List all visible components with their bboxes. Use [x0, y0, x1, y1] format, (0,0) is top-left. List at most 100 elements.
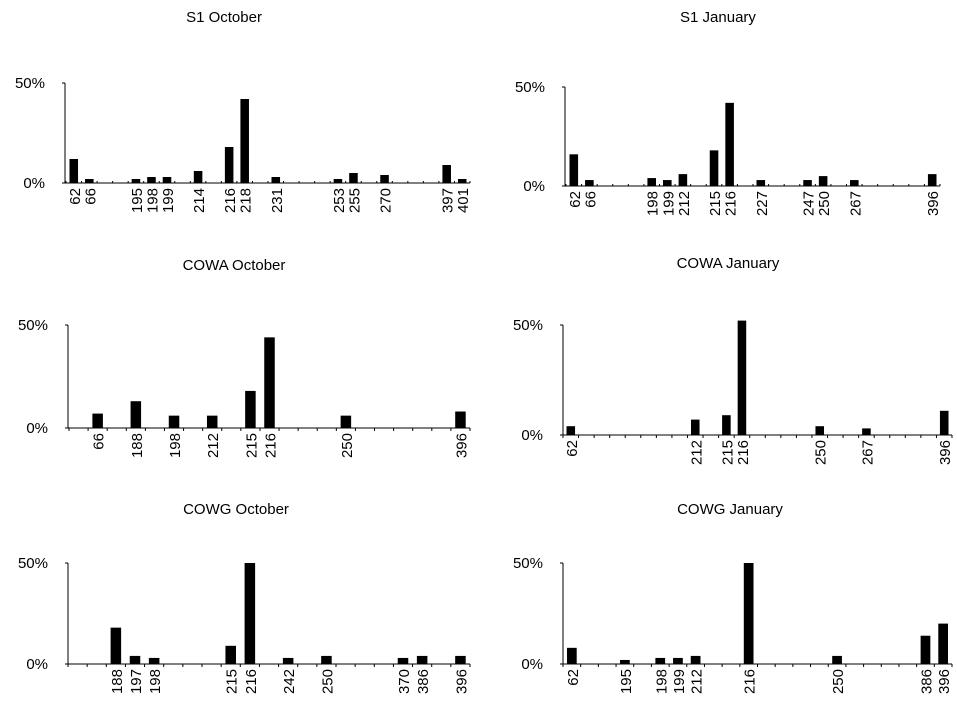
x-tick-label: 199	[660, 191, 677, 216]
bar	[803, 180, 812, 186]
y-tick-label: 50%	[15, 75, 45, 92]
x-tick-label: 386	[415, 669, 432, 694]
bar	[832, 655, 842, 664]
x-tick-label: 212	[689, 669, 706, 694]
bar	[743, 563, 754, 664]
bar	[282, 657, 294, 664]
bar	[162, 177, 172, 183]
bar	[442, 165, 451, 183]
x-tick-label: 270	[378, 188, 395, 213]
x-tick-label: 215	[719, 440, 736, 465]
y-tick-label: 0%	[26, 656, 48, 673]
x-tick-label: 62	[564, 440, 581, 457]
bar	[737, 320, 747, 435]
x-tick-label: 250	[319, 669, 336, 694]
y-tick-label: 0%	[521, 427, 543, 444]
x-tick-label: 199	[160, 188, 177, 213]
x-tick-label: 396	[453, 433, 470, 458]
bar	[416, 655, 428, 664]
bar	[690, 419, 700, 435]
bar	[225, 645, 236, 664]
bar	[245, 390, 256, 428]
x-tick-label: 62	[67, 188, 84, 205]
x-tick-label: 242	[281, 669, 298, 694]
bar	[147, 177, 156, 183]
x-tick-label: 195	[129, 188, 146, 213]
x-tick-label: 199	[671, 669, 688, 694]
x-tick-label: 215	[243, 433, 260, 458]
x-tick-label: 370	[396, 669, 413, 694]
x-tick-label: 215	[707, 191, 724, 216]
bar	[380, 175, 389, 183]
x-tick-label: 212	[676, 191, 693, 216]
bar	[457, 179, 467, 183]
x-tick-label: 397	[440, 188, 457, 213]
x-tick-label: 197	[128, 669, 145, 694]
chart-title: COWA January	[677, 255, 780, 272]
x-tick-label: 386	[918, 669, 935, 694]
bar	[224, 147, 234, 183]
x-tick-label: 198	[144, 188, 161, 213]
x-tick-label: 218	[238, 188, 255, 213]
y-tick-label: 50%	[513, 317, 543, 334]
bar	[585, 180, 594, 186]
bar	[862, 428, 871, 435]
chart-panel: COWG October 0% 50% 188 197 198 215 216 242 250 37…	[18, 501, 471, 694]
x-tick-label: 216	[723, 191, 740, 216]
x-tick-label: 267	[847, 191, 864, 216]
bar	[168, 415, 180, 428]
x-tick-label: 231	[269, 188, 286, 213]
x-tick-label: 198	[653, 669, 670, 694]
x-tick-label: 188	[109, 669, 126, 694]
bar	[397, 657, 409, 664]
bar	[655, 657, 666, 664]
y-tick-label: 0%	[523, 178, 545, 195]
x-tick-label: 250	[816, 191, 833, 216]
x-tick-label: 198	[645, 191, 662, 216]
bar	[815, 426, 825, 435]
bar	[673, 657, 683, 664]
x-tick-label: 216	[222, 188, 239, 213]
chart-title: S1 October	[186, 9, 262, 26]
bar	[455, 655, 466, 664]
x-tick-label: 66	[82, 188, 99, 205]
bar	[340, 415, 352, 428]
bar	[690, 655, 701, 664]
bar	[756, 180, 766, 186]
x-tick-label: 66	[582, 191, 599, 208]
x-tick-label: 215	[224, 669, 241, 694]
bar	[333, 179, 343, 183]
bar	[678, 174, 688, 186]
x-tick-label: 396	[936, 669, 953, 694]
bar	[620, 659, 630, 664]
y-tick-label: 50%	[515, 79, 545, 96]
bar	[131, 179, 141, 183]
bar	[850, 180, 859, 186]
chart-title: COWG October	[183, 501, 289, 518]
x-tick-label: 253	[331, 188, 348, 213]
bar	[569, 154, 579, 186]
x-tick-label: 396	[937, 440, 954, 465]
x-tick-label: 250	[339, 433, 356, 458]
chart-panel: COWA October 0% 50% 66 188 198 212 215 216 250 396	[18, 257, 471, 458]
y-tick-label: 0%	[521, 656, 543, 673]
x-tick-label: 195	[618, 669, 635, 694]
x-tick-label: 396	[925, 191, 942, 216]
bar	[709, 150, 719, 186]
y-tick-label: 50%	[18, 317, 48, 334]
bar	[566, 647, 577, 664]
x-tick-label: 227	[754, 191, 771, 216]
chart-title: COWA October	[183, 257, 286, 274]
bar	[321, 655, 332, 664]
bar	[349, 173, 358, 183]
chart-panel: COWG January 0% 50% 62 195 198 199 212 216 250 386…	[513, 501, 953, 694]
y-tick-label: 50%	[513, 555, 543, 572]
bar	[129, 655, 141, 664]
bar	[69, 159, 79, 183]
x-tick-label: 247	[801, 191, 818, 216]
bar	[725, 102, 734, 186]
x-tick-label: 214	[191, 188, 208, 213]
